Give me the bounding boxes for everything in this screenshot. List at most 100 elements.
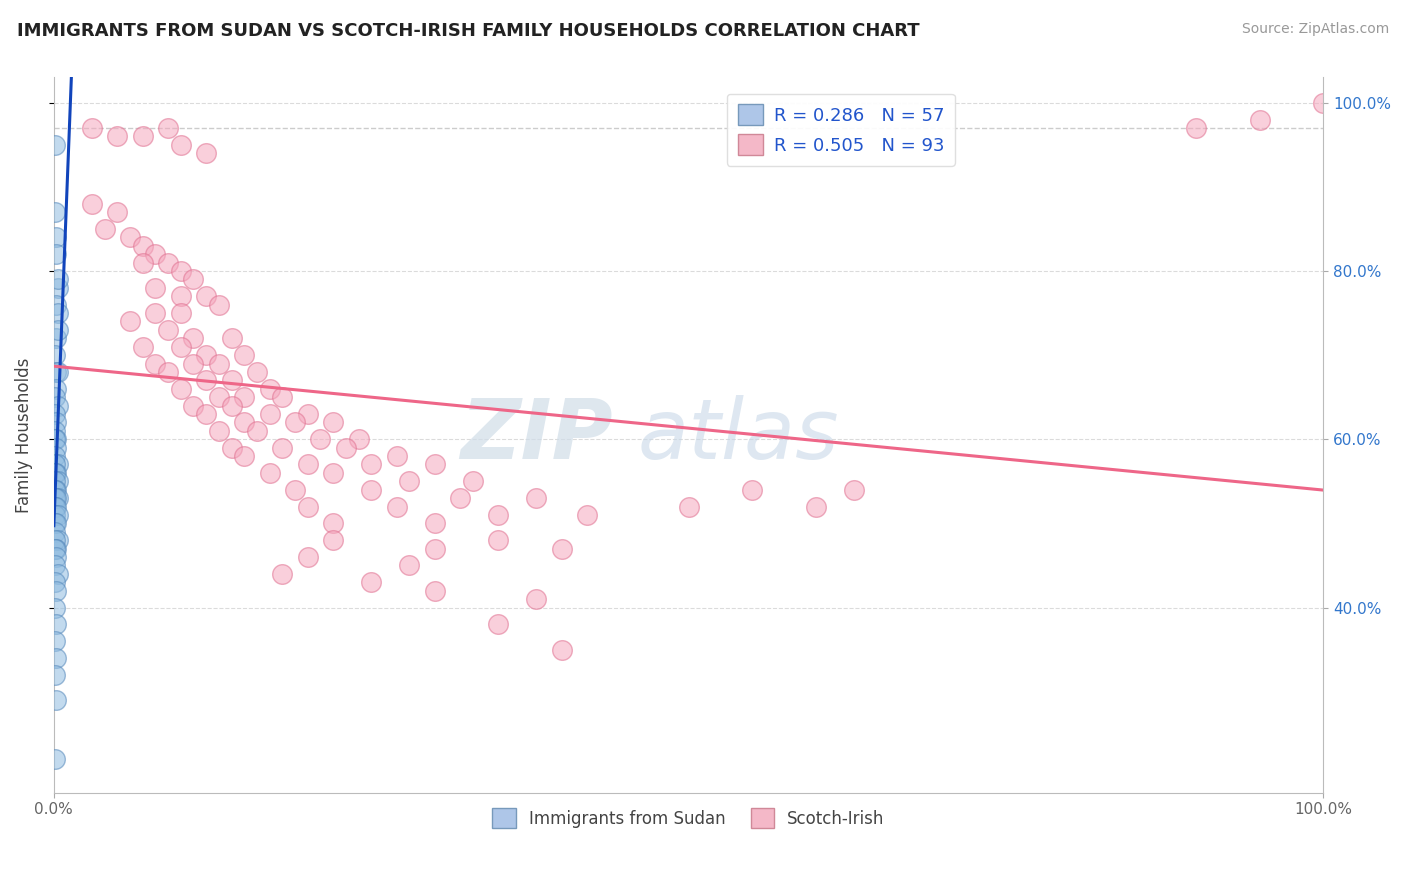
Text: IMMIGRANTS FROM SUDAN VS SCOTCH-IRISH FAMILY HOUSEHOLDS CORRELATION CHART: IMMIGRANTS FROM SUDAN VS SCOTCH-IRISH FA…	[17, 22, 920, 40]
Point	[46, 566, 69, 581]
Point	[44, 458, 66, 472]
Point	[44, 483, 66, 497]
Point	[46, 281, 69, 295]
Point	[360, 575, 382, 590]
Point	[45, 541, 67, 556]
Point	[45, 583, 67, 598]
Point	[208, 357, 231, 371]
Point	[360, 483, 382, 497]
Point	[118, 314, 141, 328]
Point	[118, 230, 141, 244]
Point	[259, 407, 281, 421]
Point	[44, 575, 66, 590]
Point	[842, 483, 865, 497]
Point	[46, 475, 69, 489]
Point	[297, 550, 319, 565]
Point	[44, 432, 66, 446]
Point	[575, 508, 598, 522]
Point	[45, 247, 67, 261]
Point	[246, 424, 269, 438]
Point	[259, 466, 281, 480]
Point	[486, 508, 509, 522]
Point	[157, 365, 180, 379]
Point	[524, 491, 547, 505]
Point	[44, 475, 66, 489]
Point	[1185, 120, 1208, 135]
Point	[44, 500, 66, 514]
Point	[46, 323, 69, 337]
Point	[221, 399, 243, 413]
Point	[46, 491, 69, 505]
Point	[195, 289, 218, 303]
Point	[45, 382, 67, 396]
Point	[46, 306, 69, 320]
Point	[44, 752, 66, 766]
Point	[45, 491, 67, 505]
Point	[105, 129, 128, 144]
Point	[398, 558, 420, 573]
Point	[322, 516, 344, 531]
Point	[271, 390, 294, 404]
Point	[145, 357, 167, 371]
Point	[423, 583, 446, 598]
Point	[524, 592, 547, 607]
Point	[208, 424, 231, 438]
Point	[44, 491, 66, 505]
Point	[322, 466, 344, 480]
Point	[45, 550, 67, 565]
Point	[195, 146, 218, 161]
Point	[741, 483, 763, 497]
Point	[44, 600, 66, 615]
Point	[105, 205, 128, 219]
Point	[45, 651, 67, 665]
Point	[170, 340, 193, 354]
Point	[44, 407, 66, 421]
Point	[45, 500, 67, 514]
Point	[170, 306, 193, 320]
Point	[46, 508, 69, 522]
Point	[486, 533, 509, 548]
Point	[550, 642, 572, 657]
Point	[131, 238, 153, 252]
Point	[45, 466, 67, 480]
Point	[183, 272, 205, 286]
Point	[335, 441, 357, 455]
Point	[44, 466, 66, 480]
Point	[1249, 112, 1271, 127]
Point	[145, 247, 167, 261]
Point	[385, 449, 408, 463]
Point	[44, 516, 66, 531]
Point	[44, 508, 66, 522]
Point	[486, 617, 509, 632]
Point	[46, 533, 69, 548]
Point	[423, 541, 446, 556]
Point	[145, 306, 167, 320]
Point	[44, 524, 66, 539]
Point	[131, 255, 153, 269]
Point	[385, 500, 408, 514]
Point	[80, 120, 103, 135]
Point	[233, 449, 256, 463]
Point	[44, 533, 66, 548]
Point	[45, 617, 67, 632]
Point	[44, 668, 66, 682]
Point	[309, 432, 332, 446]
Point	[1312, 95, 1334, 110]
Point	[221, 373, 243, 387]
Point	[45, 441, 67, 455]
Point	[284, 416, 307, 430]
Point	[170, 382, 193, 396]
Point	[550, 541, 572, 556]
Point	[461, 475, 484, 489]
Point	[183, 399, 205, 413]
Point	[284, 483, 307, 497]
Legend: Immigrants from Sudan, Scotch-Irish: Immigrants from Sudan, Scotch-Irish	[485, 802, 891, 834]
Point	[322, 416, 344, 430]
Point	[322, 533, 344, 548]
Point	[46, 458, 69, 472]
Text: ZIP: ZIP	[460, 394, 613, 475]
Point	[46, 365, 69, 379]
Point	[183, 357, 205, 371]
Point	[195, 407, 218, 421]
Point	[44, 348, 66, 362]
